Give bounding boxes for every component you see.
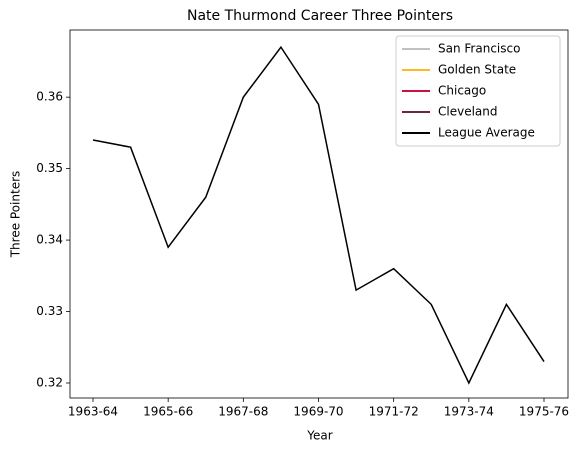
legend-label: Golden State	[438, 63, 516, 77]
x-tick-label: 1975-76	[519, 405, 569, 419]
x-tick-label: 1969-70	[293, 405, 343, 419]
y-tick-label: 0.36	[36, 90, 63, 104]
x-axis-label: Year	[306, 429, 332, 443]
y-tick-label: 0.32	[36, 375, 63, 389]
plot-area	[69, 29, 569, 399]
legend-label: San Francisco	[438, 42, 520, 56]
chart-title: Nate Thurmond Career Three Pointers	[187, 8, 453, 24]
legend	[395, 35, 561, 147]
x-tick-label: 1967-68	[218, 405, 268, 419]
y-tick-label: 0.35	[36, 161, 63, 175]
x-tick-label: 1973-74	[444, 405, 494, 419]
y-axis-label: Three Pointers	[9, 171, 23, 259]
legend-label: Cleveland	[438, 105, 498, 119]
x-tick-label: 1963-64	[68, 405, 118, 419]
legend-label: League Average	[438, 126, 535, 140]
x-tick-label: 1971-72	[369, 405, 419, 419]
legend-label: Chicago	[438, 84, 486, 98]
y-tick-label: 0.34	[36, 233, 63, 247]
y-tick-label: 0.33	[36, 304, 63, 318]
line	[92, 45, 545, 385]
x-tick-label: 1965-66	[143, 405, 193, 419]
